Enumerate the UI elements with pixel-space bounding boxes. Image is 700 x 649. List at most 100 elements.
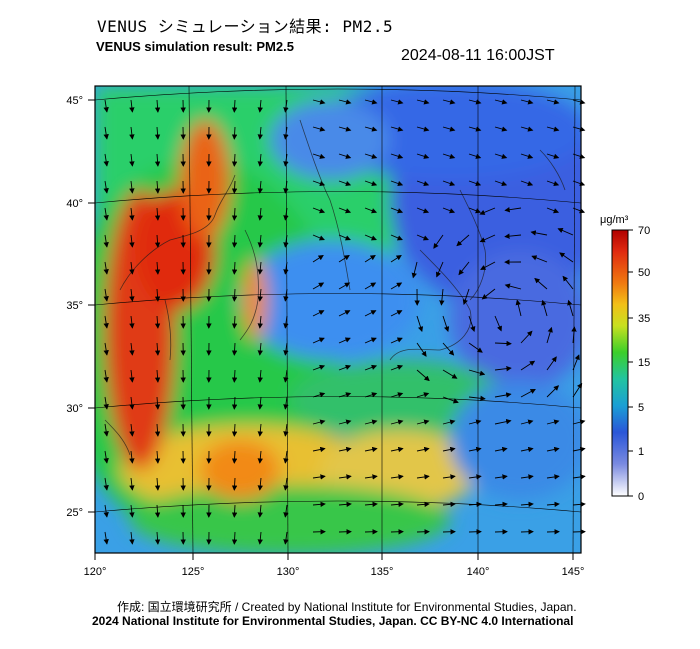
wind-arrow (416, 446, 430, 453)
wind-arrow (494, 99, 508, 105)
wind-arrow (416, 501, 430, 507)
wind-arrow (312, 153, 326, 159)
wind-arrow (283, 207, 289, 221)
wind-arrow (468, 501, 482, 507)
wind-arrow (283, 531, 289, 545)
wind-arrow (515, 299, 522, 317)
axis-ticks (88, 99, 574, 560)
wind-arrow (231, 315, 238, 329)
wind-arrow (103, 369, 109, 383)
wind-arrow (129, 153, 135, 167)
wind-arrow (231, 207, 238, 221)
wind-arrow (546, 356, 557, 371)
colorbar-label-50: 50 (638, 267, 650, 279)
wind-arrow (312, 99, 326, 105)
wind-arrow (312, 501, 326, 507)
wind-arrow (468, 207, 482, 214)
wind-arrow (416, 419, 430, 425)
wind-arrow (103, 423, 109, 437)
wind-arrow (129, 261, 135, 275)
wind-arrow (416, 180, 430, 187)
wind-arrow (546, 446, 560, 453)
wind-arrow (390, 446, 404, 453)
wind-arrow (338, 234, 351, 241)
wind-arrow (364, 207, 378, 214)
wind-arrow (312, 126, 326, 132)
wind-arrow (416, 234, 429, 241)
wind-arrow (364, 234, 377, 241)
pm25-field (95, 86, 581, 553)
wind-arrow (520, 126, 534, 132)
wind-arrow (504, 207, 522, 213)
wind-arrow (312, 364, 326, 371)
wind-arrow (416, 369, 430, 382)
wind-arrow (494, 340, 512, 347)
wind-arrow (442, 474, 456, 480)
wind-arrow (283, 315, 289, 329)
wind-arrow (257, 180, 263, 194)
wind-arrow (312, 282, 325, 290)
wind-arrow (103, 342, 109, 356)
wind-arrow (481, 288, 496, 300)
wind-arrow (468, 446, 482, 453)
wind-arrow (390, 126, 404, 132)
wind-arrow (257, 369, 263, 383)
wind-arrow (390, 180, 404, 187)
wind-arrow (416, 126, 430, 132)
wind-arrow (390, 364, 404, 371)
wind-arrow (154, 180, 161, 194)
wind-arrow (364, 99, 378, 105)
wind-arrow (364, 474, 378, 480)
colorbar-label-15: 15 (638, 357, 650, 369)
wind-arrow (129, 423, 135, 437)
wind-arrow (416, 392, 430, 398)
wind-arrow (257, 504, 263, 518)
wind-arrow (231, 450, 238, 464)
wind-arrow (312, 474, 326, 480)
wind-arrow (129, 450, 135, 464)
wind-arrow (257, 126, 263, 140)
wind-arrow (468, 474, 482, 480)
colorbar-label-35: 35 (638, 313, 650, 325)
wind-arrow (103, 234, 109, 248)
wind-arrow (416, 207, 430, 214)
wind-arrow (154, 342, 161, 356)
wind-arrow (504, 233, 522, 239)
wind-arrow (338, 255, 350, 263)
wind-arrow (572, 446, 586, 453)
wind-arrow (312, 180, 326, 187)
wind-arrow (411, 261, 418, 279)
wind-arrow (546, 501, 560, 507)
wind-arrow (103, 126, 109, 140)
wind-arrow (283, 234, 289, 248)
wind-arrow (103, 504, 109, 518)
wind-arrow (442, 153, 456, 159)
license-line: 2024 National Institute for Environmenta… (92, 614, 574, 628)
wind-vectors (103, 99, 586, 545)
wind-arrow (154, 234, 161, 248)
timestamp: 2024-08-11 16:00JST (401, 47, 555, 64)
wind-arrow (546, 99, 560, 105)
wind-arrow (416, 153, 430, 159)
lon-label-135: 135° (371, 566, 394, 578)
wind-arrow (534, 277, 548, 290)
wind-arrow (494, 315, 502, 332)
wind-arrow (494, 501, 508, 507)
wind-arrow (338, 99, 352, 105)
wind-arrow (572, 207, 586, 214)
wind-arrow (257, 531, 263, 545)
wind-arrow (494, 418, 512, 425)
wind-arrow (283, 396, 289, 410)
wind-arrow (283, 450, 289, 464)
wind-arrow (283, 423, 289, 437)
wind-arrow (338, 207, 352, 214)
wind-arrow (504, 283, 522, 290)
lon-label-140: 140° (467, 566, 490, 578)
wind-arrow (390, 419, 404, 425)
wind-arrow (442, 99, 456, 105)
wind-arrow (338, 153, 352, 159)
wind-arrow (257, 261, 263, 275)
wind-arrow (103, 531, 109, 545)
wind-arrow (231, 180, 238, 194)
wind-arrow (571, 326, 577, 344)
